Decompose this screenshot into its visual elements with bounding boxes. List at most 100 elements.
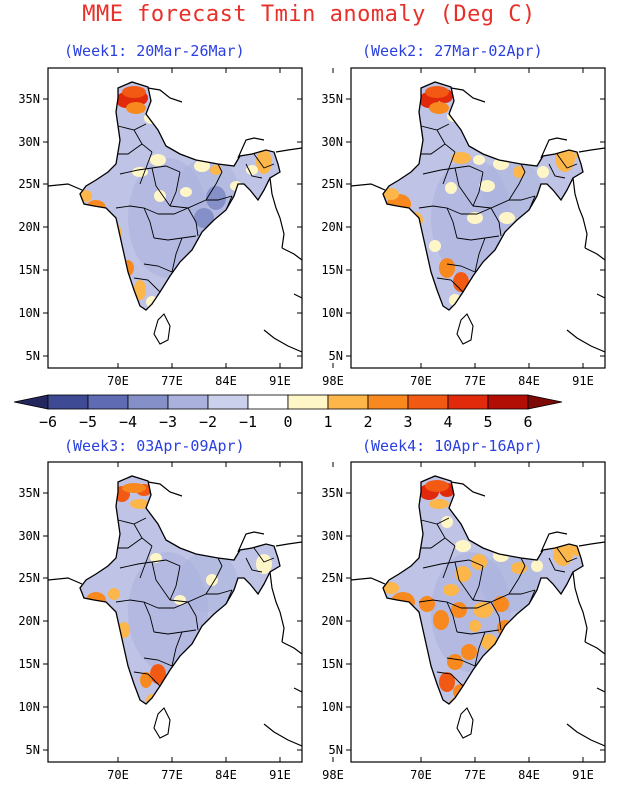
latitude-label: 5N [26,743,40,757]
longitude-label: 98E [322,768,344,782]
state-boundary [253,547,275,563]
state-boundary [187,207,199,237]
coastline [351,183,386,191]
anomaly-patch [467,212,483,224]
state-boundary [436,671,464,687]
anomaly-patch [493,596,509,612]
anomaly-patch [194,208,214,228]
state-boundary [446,657,476,667]
coastline [584,641,605,655]
anomaly-patch [537,166,549,178]
coastline [269,571,285,643]
latitude-label: 20N [18,614,40,628]
coastline [281,641,302,655]
coastline [450,481,486,497]
anomaly-patch [154,190,166,202]
state-boundary [490,601,502,631]
latitude-label: 10N [321,306,343,320]
longitude-label: 70E [410,374,432,388]
coastline [566,329,605,353]
colorbar-label: 2 [363,413,372,431]
state-boundary [454,167,474,207]
anomaly-patch [439,258,455,278]
state-boundary [158,601,189,609]
longitude-label: 84E [215,768,237,782]
latitude-label: 30N [321,135,343,149]
longitude-label: 98E [322,374,344,388]
anomaly-patch [497,620,513,636]
state-boundary [520,163,526,173]
latitude-label: 15N [321,657,343,671]
colorbar-label: 3 [403,413,412,431]
state-boundary [422,561,456,569]
panel-title-week4: (Week4: 10Apr-16Apr) [362,437,543,455]
coastline [596,293,605,299]
latitude-label: 35N [321,92,343,106]
anomaly-patch [429,240,441,252]
state-boundary [474,631,486,667]
colorbar-label: −2 [199,413,217,431]
anomaly-patch [122,86,146,98]
anomaly-patch [479,180,495,192]
map-frame [47,461,303,763]
colorbar-bin [167,394,209,410]
anomaly-patch [146,694,158,704]
state-boundary [421,537,446,549]
state-boundary [548,557,566,573]
anomaly-patch [122,483,146,493]
colorbar-bin [487,394,529,410]
colorbar-label: 1 [323,413,332,431]
latitude-label: 30N [18,135,40,149]
anomaly-patch [451,602,467,618]
colorbar-label: −4 [119,413,137,431]
colorbar-bin [127,394,169,410]
state-boundary [119,561,153,569]
anomaly-patch [194,160,210,172]
anomaly-patch [451,152,471,164]
state-boundary [143,263,173,273]
map-panel-week3: 35N 30N 25N 20N 15N 10N 5N 70E 77E 84E 91E 98E [0,461,344,798]
state-boundary [556,547,578,563]
anomaly-patch [469,620,481,632]
coastline [275,147,302,153]
coastline [293,293,302,299]
colorbar-bin [247,394,289,410]
colorbar-legend: −6 −5 −4 −3 −2 −1 0 1 2 3 4 5 6 [14,394,563,431]
anomaly-patch [246,165,258,175]
state-boundary [454,165,484,173]
state-boundary [151,561,171,601]
colorbar-bin [87,394,129,410]
anomaly-patch [150,664,166,684]
latitude-label: 30N [321,529,343,543]
state-boundary [490,207,502,237]
state-boundary [158,207,189,215]
map-title: MME forecast Tmin anomaly (Deg C) [82,2,536,27]
state-boundary [472,171,484,207]
coastline [237,137,265,159]
coastline [269,177,285,249]
state-boundary [143,657,173,667]
anomaly-patch [439,672,455,692]
state-boundary [143,601,155,633]
anomaly-patch [140,672,152,688]
anomaly-patch [449,698,461,704]
india-outline [79,475,281,705]
state-boundary [169,565,181,601]
state-boundary [446,601,458,633]
map-svg: 35N 30N 25N 20N 15N 10N 5N 70E 77E 84E 91E 98E [321,461,606,782]
anomaly-patch [425,480,449,492]
state-boundary [556,153,578,169]
latitude-label: 15N [18,657,40,671]
anomaly-patch [80,190,92,202]
state-boundary [418,205,462,215]
anomaly-patch [383,582,399,594]
longitude-label: 77E [464,374,486,388]
state-boundary [442,545,456,579]
anomaly-patch [150,154,166,166]
state-boundary [508,171,526,201]
state-boundary [421,143,446,155]
latitude-label: 25N [321,571,343,585]
map-frame [350,67,606,369]
anomaly-patch [455,540,471,552]
anomaly-patch [555,144,575,172]
